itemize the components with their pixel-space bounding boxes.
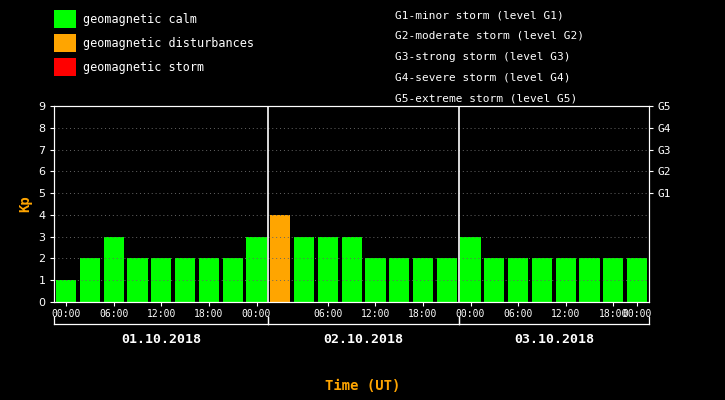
Bar	[318, 237, 338, 302]
Text: geomagnetic disturbances: geomagnetic disturbances	[83, 36, 254, 50]
Bar	[270, 215, 291, 302]
Bar	[484, 258, 505, 302]
Text: G3-strong storm (level G3): G3-strong storm (level G3)	[395, 52, 571, 62]
Y-axis label: Kp: Kp	[19, 196, 33, 212]
Bar	[199, 258, 219, 302]
Bar	[460, 237, 481, 302]
Bar	[152, 258, 172, 302]
Bar	[223, 258, 243, 302]
Text: 03.10.2018: 03.10.2018	[514, 333, 594, 346]
Bar	[80, 258, 100, 302]
Bar	[175, 258, 195, 302]
Text: Time (UT): Time (UT)	[325, 379, 400, 393]
Text: geomagnetic calm: geomagnetic calm	[83, 12, 197, 26]
Text: G5-extreme storm (level G5): G5-extreme storm (level G5)	[395, 93, 577, 103]
Bar	[294, 237, 314, 302]
Text: 02.10.2018: 02.10.2018	[323, 333, 404, 346]
Text: G2-moderate storm (level G2): G2-moderate storm (level G2)	[395, 31, 584, 41]
Bar	[627, 258, 647, 302]
Bar	[579, 258, 600, 302]
Bar	[413, 258, 433, 302]
Text: G4-severe storm (level G4): G4-severe storm (level G4)	[395, 72, 571, 82]
Bar	[436, 258, 457, 302]
Text: geomagnetic storm: geomagnetic storm	[83, 60, 204, 74]
Bar	[341, 237, 362, 302]
Bar	[389, 258, 410, 302]
Text: G1-minor storm (level G1): G1-minor storm (level G1)	[395, 10, 564, 20]
Bar	[508, 258, 529, 302]
Bar	[555, 258, 576, 302]
Text: 01.10.2018: 01.10.2018	[121, 333, 202, 346]
Bar	[56, 280, 76, 302]
Bar	[603, 258, 624, 302]
Bar	[247, 237, 267, 302]
Bar	[104, 237, 124, 302]
Bar	[531, 258, 552, 302]
Bar	[128, 258, 148, 302]
Bar	[365, 258, 386, 302]
